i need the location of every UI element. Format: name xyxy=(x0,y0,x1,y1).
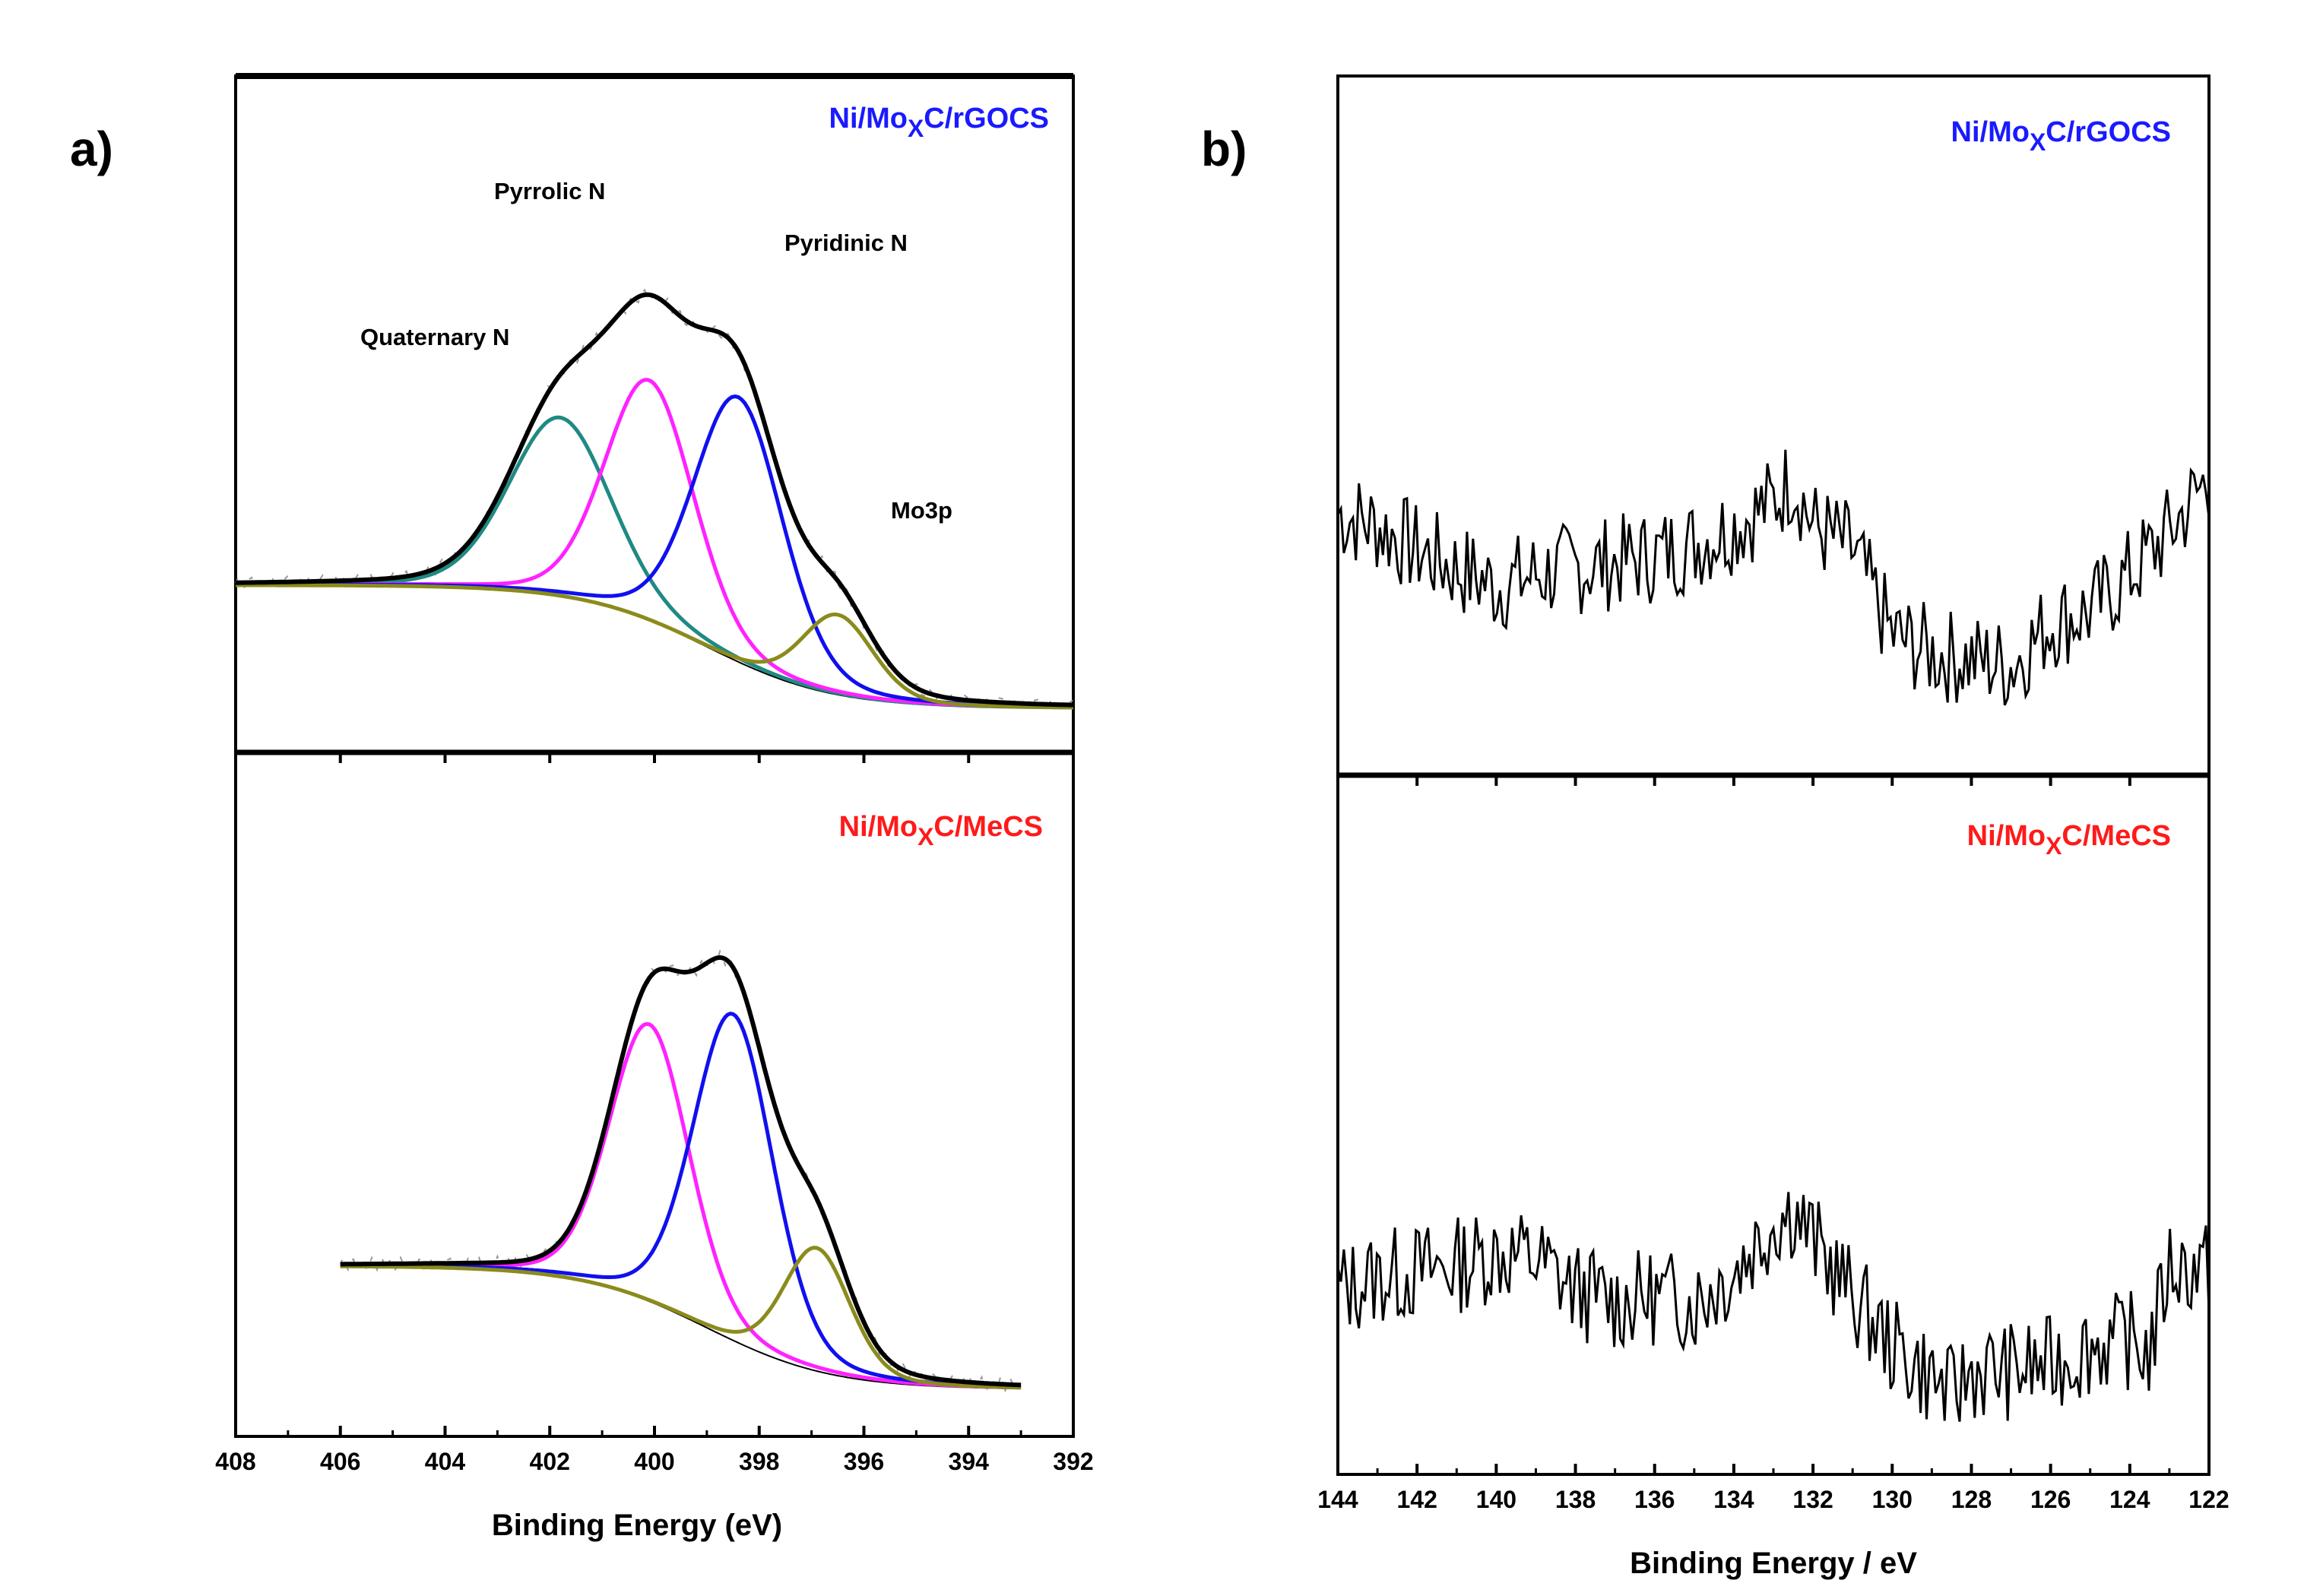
x-tick-label: 130 xyxy=(1872,1486,1913,1513)
peak-label-pyrrolic: Pyrrolic N xyxy=(494,178,605,204)
x-tick-label: 124 xyxy=(2109,1486,2150,1513)
x-tick-label: 402 xyxy=(530,1448,570,1475)
peak-label-mo3p: Mo3p xyxy=(891,497,952,524)
sample-prefix: Ni/Mo xyxy=(1967,820,2046,852)
x-tick-label: 394 xyxy=(949,1448,990,1475)
panel-b-bottom-sample-label: Ni/MoXC/MeCS xyxy=(1967,820,2171,860)
panel-b-x-axis: 144 142 140 138 136 134 132 130 128 126 124 122 xyxy=(1317,775,2230,1513)
envelope-fit-line xyxy=(340,955,1022,1388)
sample-prefix: Ni/Mo xyxy=(839,811,917,843)
panel-b-x-axis-label: Binding Energy / eV xyxy=(1630,1547,1917,1580)
peak-pyridinic-line xyxy=(236,394,1074,709)
peak-pyrrolic-line xyxy=(340,1021,1022,1390)
x-tick-label: 126 xyxy=(2030,1486,2071,1513)
x-tick-label: 132 xyxy=(1792,1486,1833,1513)
x-tick-label: 404 xyxy=(425,1448,466,1475)
panel-b-bottom-spectrum xyxy=(1336,1192,2210,1422)
x-tick-label: 406 xyxy=(320,1448,360,1475)
x-tick-label: 136 xyxy=(1634,1486,1675,1513)
peak-pyridinic-line xyxy=(340,1012,1022,1389)
peak-label-pyridinic: Pyridinic N xyxy=(784,230,908,256)
x-tick-label: 398 xyxy=(739,1448,779,1475)
panel-a: a) Ni/MoXC/rGOCS Pyrrolic N Pyridinic N … xyxy=(70,73,1094,1542)
panel-b-bottom-plot: Ni/MoXC/MeCS xyxy=(1336,772,2210,1476)
panel-b-letter: b) xyxy=(1201,122,1247,176)
envelope-fit-line xyxy=(235,292,1074,708)
panel-a-top-plot: Ni/MoXC/rGOCS Pyrrolic N Pyridinic N Qua… xyxy=(234,73,1075,754)
sample-suffix: C/MeCS xyxy=(2062,820,2171,852)
panel-a-bottom-sample-label: Ni/MoXC/MeCS xyxy=(839,811,1043,850)
sample-sub: X xyxy=(2046,832,2062,860)
panel-a-top-curves xyxy=(235,289,1074,713)
x-tick-label: 144 xyxy=(1317,1486,1358,1513)
panel-a-top-frame xyxy=(234,74,1075,754)
panel-a-x-axis-label: Binding Energy (eV) xyxy=(492,1509,782,1542)
panel-a-x-axis: 408 406 404 402 400 398 396 394 392 xyxy=(215,752,1094,1475)
x-tick-label: 138 xyxy=(1555,1486,1596,1513)
peak-mo3p-line xyxy=(340,1246,1022,1390)
panel-b-bottom-frame xyxy=(1336,774,2210,1476)
x-tick-label: 134 xyxy=(1713,1486,1754,1513)
panel-a-bottom-plot: Ni/MoXC/MeCS xyxy=(234,749,1075,1438)
x-tick-label: 408 xyxy=(215,1448,255,1475)
sample-suffix: C/rGOCS xyxy=(2046,116,2171,148)
peak-mo3p-line xyxy=(236,583,1074,710)
sample-sub: X xyxy=(908,115,924,142)
sample-sub: X xyxy=(917,823,934,850)
x-tick-label: 400 xyxy=(634,1448,674,1475)
x-tick-label: 142 xyxy=(1396,1486,1437,1513)
panel-a-top-sample-label: Ni/MoXC/rGOCS xyxy=(829,103,1049,142)
sample-suffix: C/MeCS xyxy=(933,811,1043,843)
sample-prefix: Ni/Mo xyxy=(1951,116,2030,148)
panel-b: b) Ni/MoXC/rGOCS Ni/MoXC/MeCS 144 142 140 1… xyxy=(1201,74,2230,1580)
panel-b-top-spectrum xyxy=(1336,449,2210,706)
panel-a-bottom-curves xyxy=(339,948,1022,1393)
panel-b-top-sample-label: Ni/MoXC/rGOCS xyxy=(1951,116,2171,156)
panel-b-top-plot: Ni/MoXC/rGOCS xyxy=(1336,74,2210,777)
panel-a-letter: a) xyxy=(70,122,113,176)
x-tick-label: 122 xyxy=(2188,1486,2229,1513)
peak-quaternary-line xyxy=(236,415,1073,710)
sample-prefix: Ni/Mo xyxy=(829,103,908,135)
peak-pyrrolic-line xyxy=(236,378,1074,710)
sample-suffix: C/rGOCS xyxy=(924,103,1049,135)
background-line xyxy=(340,1265,1022,1389)
x-tick-label: 392 xyxy=(1053,1448,1093,1475)
x-tick-label: 140 xyxy=(1476,1486,1516,1513)
sample-sub: X xyxy=(2030,128,2046,156)
panel-a-bottom-frame xyxy=(234,751,1075,1438)
x-tick-label: 128 xyxy=(1951,1486,1992,1513)
peak-label-quaternary: Quaternary N xyxy=(360,324,509,350)
panel-b-top-frame xyxy=(1336,74,2210,777)
background-line xyxy=(236,584,1073,709)
x-tick-label: 396 xyxy=(844,1448,884,1475)
